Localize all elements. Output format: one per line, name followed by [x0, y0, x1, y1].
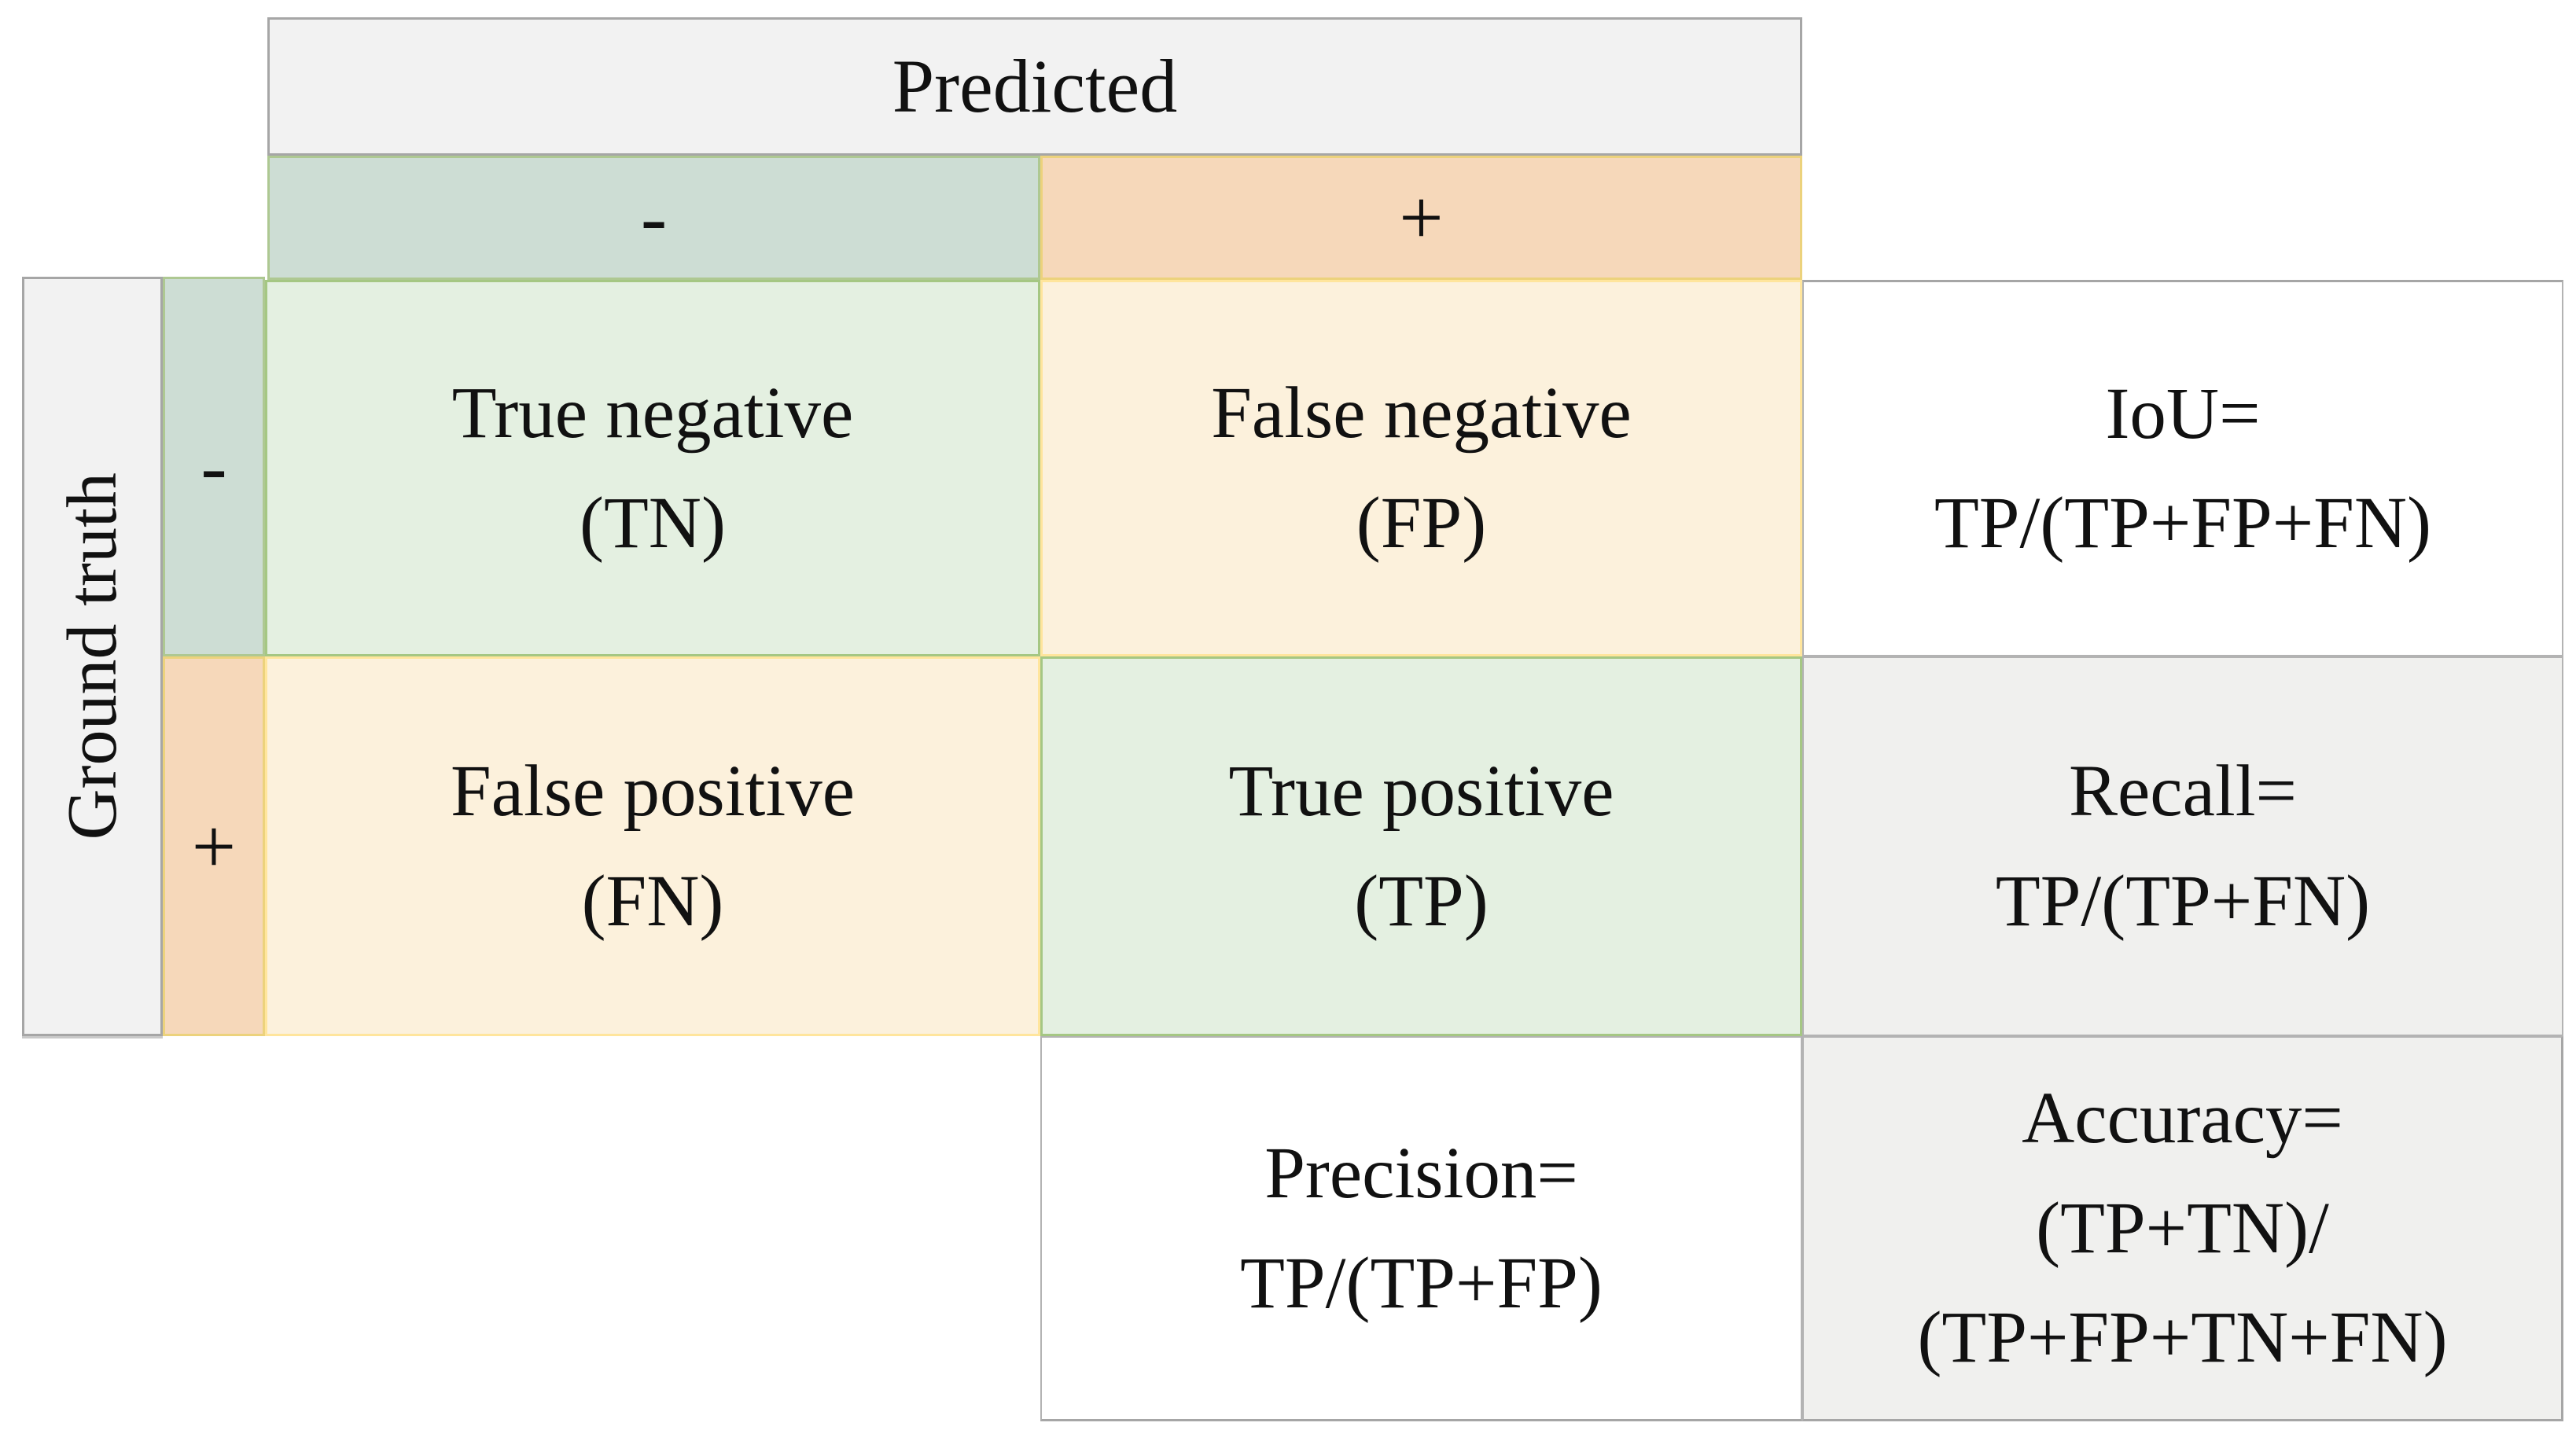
ground-truth-axis-header: Ground truth — [22, 277, 163, 1036]
precision-formula-expression: TP/(TP+FP) — [1240, 1242, 1603, 1324]
false-negative-abbr: (FP) — [1356, 482, 1487, 564]
predicted-negative-header: - — [267, 156, 1040, 280]
false-negative-label: False negative — [1211, 373, 1632, 454]
recall-formula-name: Recall= — [2069, 751, 2297, 832]
ground-truth-axis-label: Ground truth — [53, 472, 131, 840]
iou-formula-cell: IoU= TP/(TP+FP+FN) — [1802, 280, 2563, 656]
predicted-positive-sign: + — [1399, 174, 1444, 261]
iou-formula-expression: TP/(TP+FP+FN) — [1934, 483, 2432, 564]
predicted-axis-label: Predicted — [892, 44, 1178, 128]
true-positive-abbr: (TP) — [1354, 860, 1489, 942]
true-positive-cell: True positive (TP) — [1040, 656, 1802, 1036]
predicted-positive-header: + — [1040, 156, 1802, 280]
accuracy-formula-name: Accuracy= — [2022, 1078, 2343, 1160]
false-positive-cell: False positive (FN) — [265, 656, 1040, 1036]
true-negative-abbr: (TN) — [580, 482, 726, 564]
recall-formula-cell: Recall= TP/(TP+FN) — [1802, 656, 2563, 1036]
precision-formula-name: Precision= — [1264, 1133, 1578, 1214]
accuracy-formula-denominator: (TP+FP+TN+FN) — [1917, 1297, 2448, 1379]
ground-truth-positive-header: + — [163, 656, 265, 1036]
recall-formula-expression: TP/(TP+FN) — [1995, 860, 2371, 942]
ground-truth-negative-header: - — [163, 277, 265, 656]
predicted-negative-sign: - — [640, 174, 668, 261]
false-negative-cell: False negative (FP) — [1040, 280, 1802, 656]
accuracy-formula-numerator: (TP+TN)/ — [2036, 1187, 2329, 1269]
precision-formula-cell: Precision= TP/(TP+FP) — [1040, 1036, 1802, 1421]
true-negative-cell: True negative (TN) — [265, 280, 1040, 656]
predicted-axis-header: Predicted — [267, 17, 1802, 156]
ground-truth-positive-sign: + — [191, 802, 237, 890]
false-positive-abbr: (FN) — [581, 860, 724, 942]
iou-formula-name: IoU= — [2105, 373, 2261, 454]
false-positive-label: False positive — [450, 751, 856, 832]
true-negative-label: True negative — [451, 373, 854, 454]
true-positive-label: True positive — [1228, 751, 1614, 832]
ground-truth-negative-sign: - — [201, 422, 227, 510]
accuracy-formula-cell: Accuracy= (TP+TN)/ (TP+FP+TN+FN) — [1802, 1036, 2563, 1421]
